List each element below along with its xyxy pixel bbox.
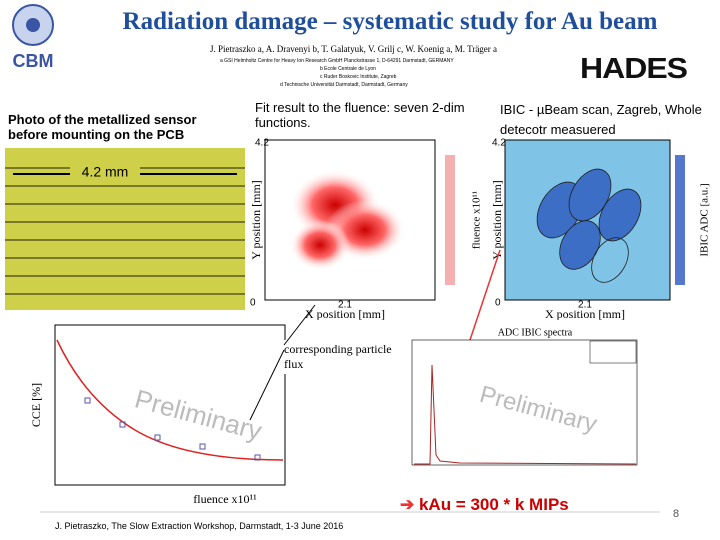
spectrum-line bbox=[414, 364, 637, 465]
footer: J. Pietraszko, The Slow Extraction Works… bbox=[55, 521, 344, 531]
z-label: IBIC ADC [a.u.] bbox=[699, 183, 711, 256]
y-label: Y position [mm] bbox=[490, 180, 504, 260]
page-number: 8 bbox=[673, 508, 680, 520]
hotspot bbox=[290, 220, 350, 270]
authors: J. Pietraszko a, A. Dravenyi b, T. Galat… bbox=[210, 44, 498, 54]
sensor-photo: 4.2 mm bbox=[5, 148, 245, 310]
y-label: Y position [mm] bbox=[249, 180, 263, 260]
x-label: X position [mm] bbox=[305, 307, 385, 320]
spectrum-title: ADC IBIC spectra bbox=[498, 327, 573, 338]
result: ➔ kAu = 300 * k MIPs bbox=[400, 495, 569, 515]
plot-frame bbox=[504, 139, 671, 301]
data-points bbox=[84, 397, 261, 461]
label-bg bbox=[70, 162, 140, 182]
affiliation: d Technische Universität Darmstadt, Darm… bbox=[280, 82, 408, 88]
dimension-label: 4.2 mm bbox=[82, 164, 129, 180]
y-top: 4.2 bbox=[492, 138, 506, 149]
flux-annotation: corresponding particle flux bbox=[282, 340, 396, 374]
cbm-logo: CBM bbox=[12, 4, 54, 71]
color-scale bbox=[675, 155, 685, 285]
hades-logo: HADES bbox=[580, 51, 688, 85]
ibic-caption: IBIC - µBeam scan, Zagreb, Whole detecot… bbox=[500, 102, 702, 137]
x-label: fluence x10¹¹ bbox=[193, 492, 257, 506]
color-scale bbox=[445, 155, 455, 285]
affiliation: c Ruder Boskovic Institute, Zagreb bbox=[320, 74, 397, 80]
arrow-icon: ➔ bbox=[400, 495, 419, 514]
logo-core bbox=[26, 18, 40, 32]
zero: 0 bbox=[495, 298, 501, 309]
ellipses bbox=[536, 168, 642, 283]
y-label: CCE [%] bbox=[29, 383, 43, 427]
fit-plot: 4.2 0 2.1 X position [mm] Y position [mm… bbox=[249, 138, 483, 320]
affiliation: a GSI Helmholtz Centre for Heavy Ion Res… bbox=[220, 58, 454, 64]
x-label: X position [mm] bbox=[545, 307, 625, 320]
spectrum-plot: ADC IBIC spectra Preliminary bbox=[411, 327, 638, 466]
ibic-plot: 4.2 0 2.1 X position [mm] Y position [mm… bbox=[490, 138, 711, 320]
affiliation: b Ecole Centrale de Lyon bbox=[320, 66, 376, 72]
title: Radiation damage – systematic study for … bbox=[122, 8, 658, 35]
affiliations: a GSI Helmholtz Centre for Heavy Ion Res… bbox=[220, 57, 454, 89]
x-mid: 2.1 bbox=[338, 300, 352, 311]
z-label: fluence x10¹¹ bbox=[471, 191, 483, 249]
logo-text: CBM bbox=[13, 51, 54, 71]
sensor-strips bbox=[5, 167, 245, 295]
zero: 0 bbox=[250, 298, 256, 309]
fit-curve bbox=[56, 339, 284, 461]
result-text: kAu = 300 * k MIPs bbox=[418, 495, 569, 514]
fit-caption: Fit result to the fluence: seven 2-dim f… bbox=[255, 100, 465, 130]
x-mid: 2.1 bbox=[578, 300, 592, 311]
y-top: 4.2 bbox=[255, 138, 269, 149]
photo-caption: Photo of the metallized sensor before mo… bbox=[8, 112, 197, 142]
cce-plot: Preliminary CCE [%] fluence x10¹¹ bbox=[29, 324, 286, 506]
stats-box bbox=[589, 340, 637, 364]
